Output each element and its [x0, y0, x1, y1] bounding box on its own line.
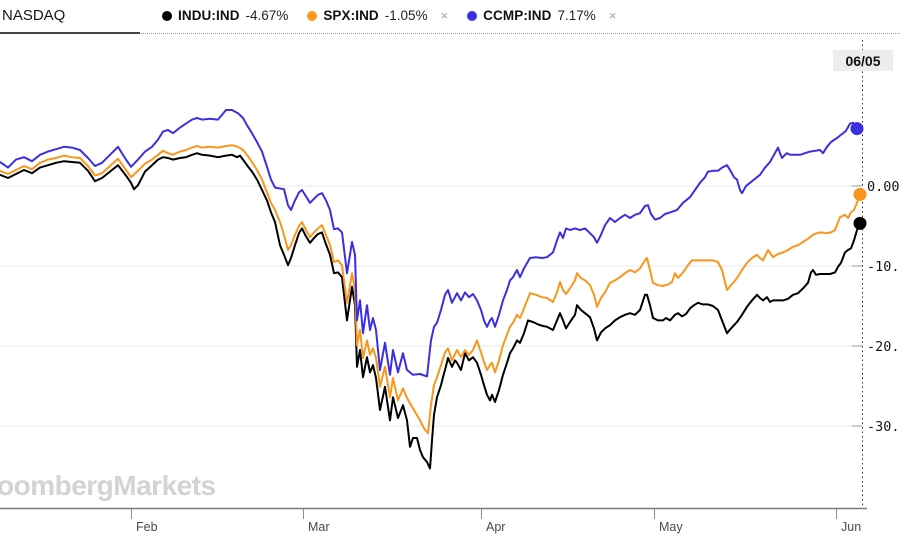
x-axis-month-label: Feb: [136, 520, 158, 534]
ccmp-series-color-dot: [467, 10, 478, 21]
series-end-dot-indu-ind: [853, 216, 867, 230]
x-axis-month-label: Jun: [841, 520, 861, 534]
tab-nasdaq[interactable]: NASDAQ: [2, 7, 66, 24]
y-axis-label: -30.: [867, 419, 900, 435]
chart-legend: INDU:IND -4.67% SPX:IND -1.05% × CCMP:IN…: [162, 8, 616, 23]
bloomberg-markets-watermark: BloombergMarkets: [0, 470, 216, 502]
legend-series-name: CCMP:IND: [483, 8, 552, 23]
legend-series-change: -1.05%: [384, 8, 428, 23]
series-line-ccmp-ind: [0, 109, 858, 378]
legend-item-spx[interactable]: SPX:IND -1.05% ×: [307, 8, 448, 23]
remove-series-icon[interactable]: ×: [608, 8, 617, 23]
x-axis-month-label: Mar: [308, 520, 330, 534]
x-axis-month-label: May: [659, 520, 683, 534]
spx-series-color-dot: [307, 10, 318, 21]
series-end-dot-spx-ind: [853, 187, 867, 201]
y-axis-label: 0.00: [867, 179, 900, 195]
legend-series-name: SPX:IND: [323, 8, 379, 23]
header-divider: [0, 33, 900, 34]
x-axis-month-label: Apr: [486, 520, 505, 534]
chart-header: NASDAQ INDU:IND -4.67% SPX:IND -1.05% × …: [0, 0, 900, 34]
legend-item-ccmp[interactable]: CCMP:IND 7.17% ×: [467, 8, 616, 23]
y-axis-label: -10.: [867, 259, 900, 275]
crosshair-date-flag: 06/05: [833, 50, 893, 71]
series-line-indu-ind: [0, 152, 861, 470]
legend-series-name: INDU:IND: [178, 8, 240, 23]
series-line-spx-ind: [0, 144, 861, 435]
remove-series-icon[interactable]: ×: [440, 8, 449, 23]
indu-series-color-dot: [162, 10, 172, 21]
legend-item-indu[interactable]: INDU:IND -4.67%: [162, 8, 288, 23]
chart-plot-area[interactable]: [0, 40, 862, 508]
tab-active-underline: [0, 32, 140, 34]
legend-series-change: -4.67%: [245, 8, 289, 23]
series-end-dot-ccmp-ind: [850, 122, 864, 136]
legend-series-change: 7.17%: [557, 8, 596, 23]
y-axis-label: -20.: [867, 339, 900, 355]
